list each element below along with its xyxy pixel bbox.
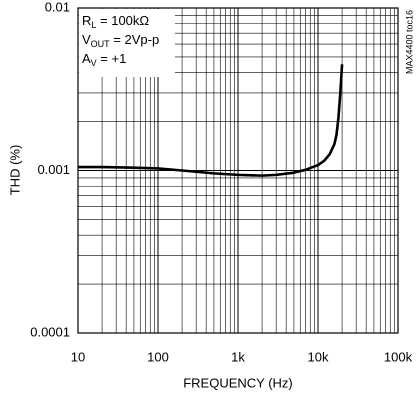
x-axis-label: FREQUENCY (Hz) <box>183 375 293 390</box>
y-axis-label: THD (%) <box>7 145 22 196</box>
annotation-subscript: V <box>91 58 97 68</box>
x-tick-label: 100k <box>384 349 413 364</box>
annotation-text: = +1 <box>97 51 127 66</box>
annotation-subscript: OUT <box>91 39 111 49</box>
plot-frame <box>77 7 399 334</box>
annotation-text: A <box>82 51 91 66</box>
data-line <box>78 64 344 177</box>
y-tick-label: 0.0001 <box>30 324 70 339</box>
x-tick-label: 100 <box>147 349 169 364</box>
annotation-text: = 2Vp-p <box>110 32 160 47</box>
annotation-text: = 100kΩ <box>96 13 149 28</box>
annotation: VOUT = 2Vp-p <box>82 32 159 49</box>
x-tick-label: 1k <box>231 349 245 364</box>
y-tick-label: 0.01 <box>45 0 70 14</box>
annotation: RL = 100kΩ <box>82 13 149 30</box>
legend-box <box>79 9 175 77</box>
side-note: MAX4400 toc16 <box>404 10 414 74</box>
annotation: AV = +1 <box>82 51 126 68</box>
annotation-text: V <box>82 32 91 47</box>
y-tick-label: 0.001 <box>37 162 70 177</box>
x-tick-label: 10k <box>308 349 329 364</box>
x-tick-label: 10 <box>71 349 85 364</box>
annotation-subscript: L <box>91 20 96 30</box>
annotation-text: R <box>82 13 91 28</box>
